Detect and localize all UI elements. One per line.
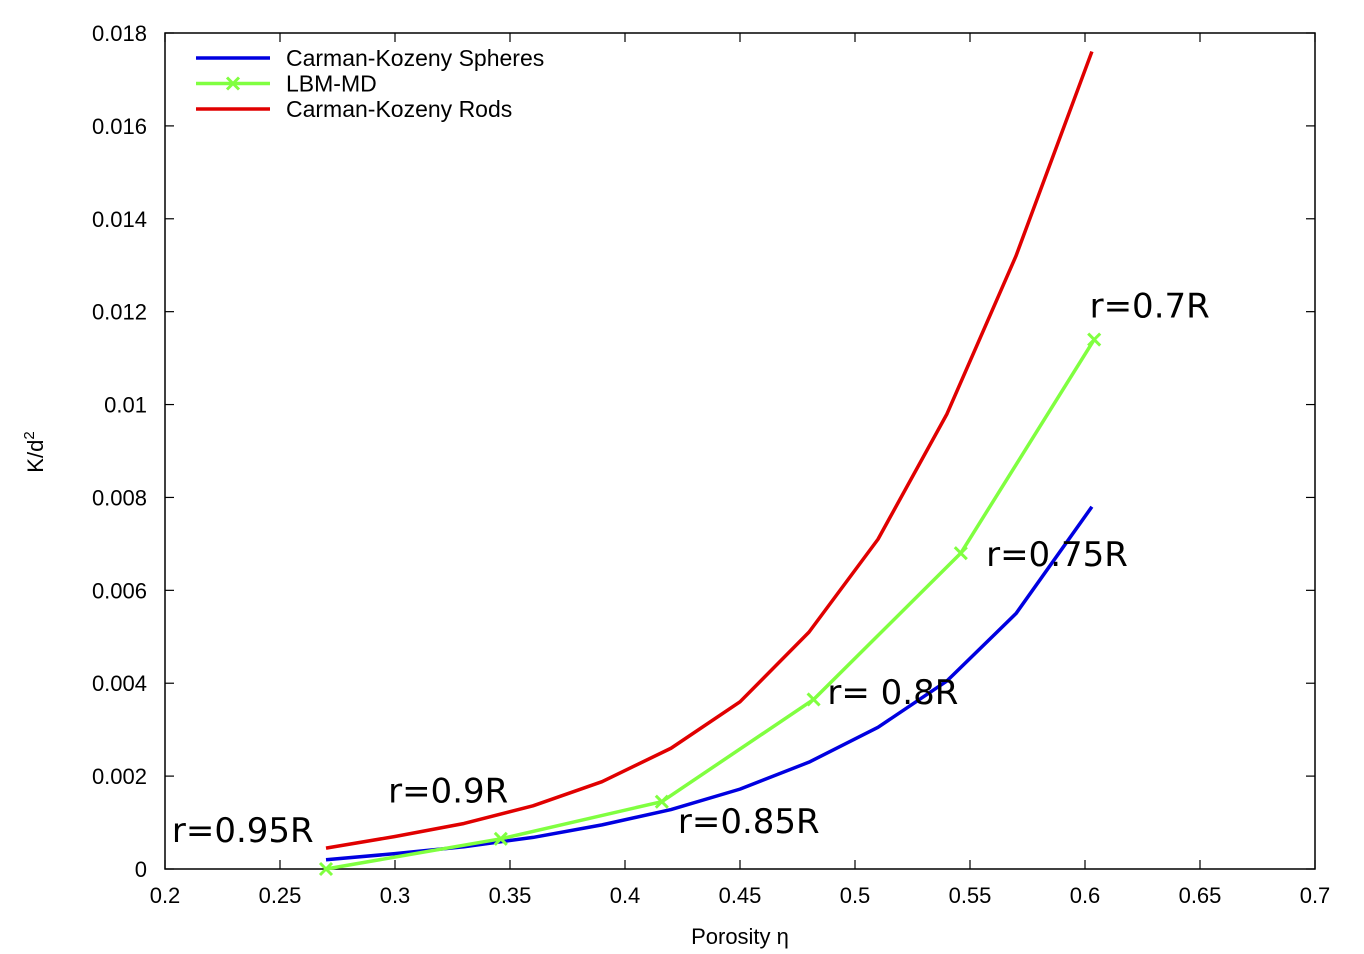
annotation-label: r=0.9R [388,772,508,812]
annotation-label: r=0.75R [986,535,1128,575]
data-point-marker [806,692,821,707]
y-tick-label: 0.014 [92,207,147,232]
series-line-1 [325,338,1096,871]
annotation-label: r=0.85R [678,802,820,842]
y-tick-label: 0.016 [92,114,147,139]
x-tick-label: 0.35 [489,883,532,908]
marker-stroke [493,831,508,846]
annotation-label: r=0.7R [1090,287,1210,327]
data-point-marker [493,831,508,846]
x-tick-label: 0.55 [949,883,992,908]
y-tick-label: 0.004 [92,671,147,696]
data-point-marker [953,546,968,561]
y-tick-label: 0.018 [92,21,147,46]
marker-stroke [318,861,334,877]
y-axis-title-main: K/d [23,440,48,473]
y-axis-title-superscript: 2 [21,431,38,439]
y-tick-label: 0.008 [92,485,147,510]
legend-marker [225,76,241,91]
legend-label-0: Carman-Kozeny Spheres [286,45,544,71]
series-line-2 [325,50,1094,850]
x-tick-label: 0.45 [719,883,762,908]
y-tick-label: 0.002 [92,764,147,789]
data-point-marker [654,794,669,809]
marker-stroke [806,692,821,707]
marker-stroke [1087,332,1102,347]
y-tick-label: 0 [135,857,147,882]
x-axis-title: Porosity η [691,924,789,949]
axis-ticks: 0.2 0.25 0.3 0.35 0.4 0.45 0.5 0.55 0.6 0.65 0.7 0 0… [92,21,1330,908]
x-tick-label: 0.6 [1070,883,1101,908]
annotations-group: r=0.95R r=0.9R r=0.85R r= 0.8R r=0.75R r=0.7R [172,287,1210,851]
legend-label-1: LBM-MD [286,71,377,97]
data-point-marker [1087,332,1102,347]
plot-frame [164,32,1316,870]
x-tick-label: 0.3 [380,883,411,908]
x-tick-label: 0.5 [840,883,871,908]
annotation-label: r=0.95R [172,811,314,851]
data-point-marker [318,861,334,877]
y-tick-label: 0.01 [104,393,147,418]
x-tick-label: 0.25 [259,883,302,908]
series-group [318,50,1102,877]
y-tick-label: 0.012 [92,300,147,325]
y-axis-title: K/d2 [21,431,48,472]
y-tick-label: 0.006 [92,578,147,603]
x-tick-label: 0.7 [1300,883,1331,908]
x-tick-label: 0.2 [150,883,181,908]
x-tick-label: 0.4 [610,883,641,908]
legend-label-2: Carman-Kozeny Rods [286,96,512,122]
marker-stroke [953,546,968,561]
x-tick-label: 0.65 [1179,883,1222,908]
legend: Carman-Kozeny SpheresLBM-MDCarman-Kozeny… [196,45,544,122]
marker-stroke [654,794,669,809]
annotation-label: r= 0.8R [827,673,958,713]
